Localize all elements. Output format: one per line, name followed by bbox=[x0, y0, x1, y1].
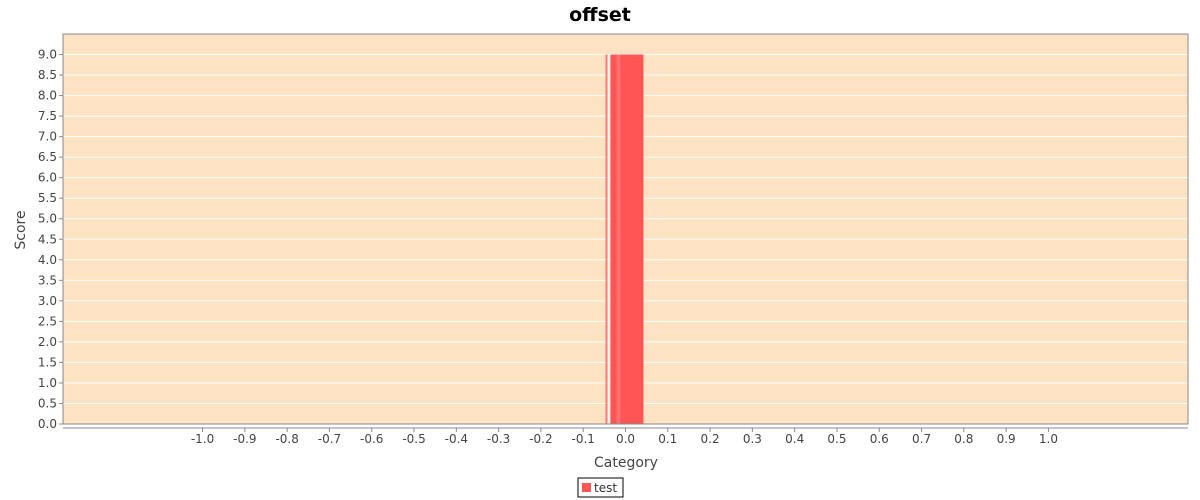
y-tick-label: 0.0 bbox=[38, 417, 57, 431]
bar-offset-sliver bbox=[605, 54, 609, 425]
y-tick-label: 5.5 bbox=[38, 191, 57, 205]
y-tick-label: 8.0 bbox=[38, 89, 57, 103]
x-tick-label: 0.1 bbox=[658, 432, 677, 446]
x-tick-label: 0.7 bbox=[912, 432, 931, 446]
x-axis-title: Category bbox=[594, 455, 658, 471]
x-tick-label: -0.8 bbox=[275, 432, 298, 446]
x-tick-label: 0.5 bbox=[827, 432, 846, 446]
y-tick-label: 3.0 bbox=[38, 294, 57, 308]
x-tick-label: 0.2 bbox=[701, 432, 720, 446]
x-tick-label: 1.0 bbox=[1039, 432, 1058, 446]
x-tick-label: -0.7 bbox=[318, 432, 341, 446]
x-tick-label: 0.6 bbox=[870, 432, 889, 446]
bars bbox=[605, 54, 644, 425]
y-tick-label: 7.5 bbox=[38, 109, 57, 123]
legend-box bbox=[577, 477, 624, 498]
y-tick-label: 6.5 bbox=[38, 150, 57, 164]
y-tick-label: 2.5 bbox=[38, 314, 57, 328]
y-tick-label: 7.0 bbox=[38, 130, 57, 144]
x-tick-label: -0.2 bbox=[529, 432, 552, 446]
legend: test bbox=[577, 477, 624, 498]
bar-highlight bbox=[616, 54, 621, 425]
x-tick-label: -0.9 bbox=[233, 432, 256, 446]
x-tick-label: 0.4 bbox=[785, 432, 804, 446]
y-tick-label: 8.5 bbox=[38, 68, 57, 82]
y-tick-label: 6.0 bbox=[38, 171, 57, 185]
legend-label: test bbox=[594, 481, 617, 495]
x-tick-label: -0.5 bbox=[402, 432, 425, 446]
y-tick-label: 5.0 bbox=[38, 212, 57, 226]
y-axis: 0.0 0.5 1.0 1.5 2.0 2.5 3.0 3.5 4.0 4.5 5.0 5.5 6.0 6… bbox=[38, 48, 63, 431]
y-tick-label: 4.0 bbox=[38, 253, 57, 267]
bar-gap bbox=[607, 54, 610, 425]
bar-edge bbox=[610, 54, 614, 425]
x-tick-label: -0.6 bbox=[360, 432, 383, 446]
y-tick-label: 0.5 bbox=[38, 396, 57, 410]
y-tick-label: 3.5 bbox=[38, 273, 57, 287]
y-tick-label: 1.0 bbox=[38, 376, 57, 390]
x-tick-label: -0.3 bbox=[487, 432, 510, 446]
y-tick-label: 2.0 bbox=[38, 335, 57, 349]
x-tick-label: 0.0 bbox=[616, 432, 635, 446]
x-tick-label: 0.3 bbox=[743, 432, 762, 446]
x-tick-label: -0.1 bbox=[571, 432, 594, 446]
x-tick-label: -0.4 bbox=[445, 432, 468, 446]
y-tick-label: 4.5 bbox=[38, 232, 57, 246]
x-tick-label: 0.9 bbox=[997, 432, 1016, 446]
x-tick-label: 0.8 bbox=[954, 432, 973, 446]
y-axis-title: Score bbox=[13, 210, 29, 249]
chart-title: offset bbox=[569, 4, 631, 26]
plot-border bbox=[62, 33, 1189, 425]
y-tick-label: 1.5 bbox=[38, 355, 57, 369]
x-axis: -1.0 -0.9 -0.8 -0.7 -0.6 -0.5 -0.4 -0.3 -0.2 -0.1… bbox=[63, 427, 1188, 446]
legend-swatch bbox=[582, 483, 591, 492]
y-tick-label: 9.0 bbox=[38, 48, 57, 62]
x-tick-label: -1.0 bbox=[191, 432, 214, 446]
